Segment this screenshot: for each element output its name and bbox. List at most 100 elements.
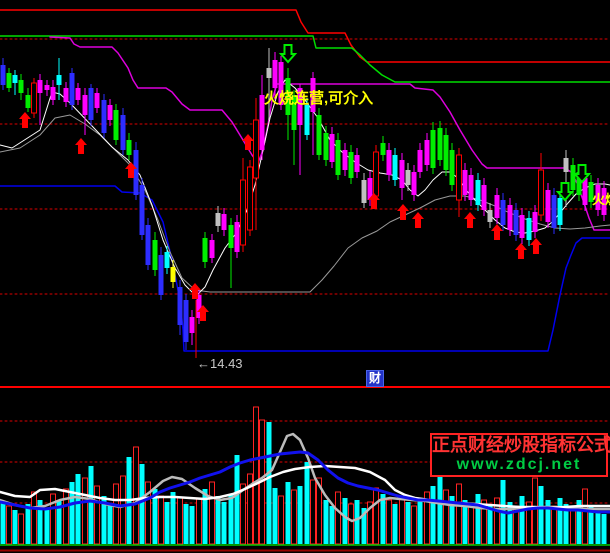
candlestick [50,87,56,100]
volume-bar [494,497,500,545]
volume-bar [25,504,31,544]
candlestick [18,80,24,93]
candlestick [430,130,436,168]
candlestick [266,68,272,78]
candlestick [75,88,81,100]
candlestick [323,133,329,160]
volume-bar [18,513,24,545]
candlestick [31,82,37,114]
volume-bar [361,508,367,544]
volume-bar [285,482,291,544]
volume-bar [563,504,569,544]
volume-bar [139,464,145,544]
candlestick [94,93,100,108]
candlestick [240,179,246,246]
buy-arrow-icon [19,112,31,128]
volume-bar [354,500,360,544]
candlestick [164,252,170,268]
buy-arrow-icon [464,212,476,228]
volume-bar [462,500,468,544]
volume-bar [304,462,310,544]
candlestick [354,155,360,172]
volume-bar [538,486,544,544]
volume-bar [0,502,6,544]
volume-bar [69,482,75,544]
volume-bar [234,455,240,544]
candlestick [56,75,62,85]
candlestick [342,150,348,170]
volume-bar [272,488,278,544]
candlestick [120,115,126,150]
candlestick [101,100,107,133]
volume-bar [405,502,411,544]
candlestick [221,214,227,230]
candlestick [386,150,392,175]
candlestick [456,154,462,201]
candlestick [507,205,513,230]
volume-bar [56,500,62,544]
volume-bar [196,498,202,545]
buy-arrow-icon [368,193,380,209]
candlestick [304,105,310,135]
volume-bar [240,483,246,545]
buy-arrow-icon [125,162,137,178]
magenta-band-line [49,36,610,231]
candlestick [411,172,417,195]
volume-bar [170,492,176,544]
volume-bar [570,507,576,545]
gray-ma-line [0,114,610,293]
candlestick [259,95,265,150]
sell-arrow-icon [278,44,298,64]
volume-bar [468,503,474,545]
candlestick [234,222,240,252]
candlestick [481,185,487,210]
volume-bar [215,496,221,544]
candlestick [437,128,443,160]
volume-bar [475,494,481,544]
candlestick [25,95,31,108]
volume-bar [417,500,423,544]
candlestick [247,166,253,231]
volume-white-ma [0,464,610,510]
candlestick [348,152,354,178]
candlestick [69,73,75,105]
volume-bar [551,505,557,545]
candlestick [557,198,563,225]
candlestick [189,317,195,333]
candlestick [316,115,322,155]
candlestick [417,150,423,172]
candlestick [563,158,569,172]
candlestick [601,188,607,215]
candlestick [494,195,500,218]
volume-bar [323,500,329,544]
volume-bar [6,505,12,545]
volume-bar [133,446,139,545]
volume-bar [557,498,563,544]
volume-bar [424,491,430,545]
volume-bar [253,406,259,545]
volume-bar [189,506,195,544]
volume-bar [526,501,532,545]
candlestick [139,185,145,235]
candlestick [278,62,284,105]
candlestick [570,165,576,190]
volume-bar [449,496,455,544]
volume-bar [120,475,126,545]
candlestick [170,267,176,282]
volume-bar [44,508,50,544]
volume-bar [183,504,189,544]
candlestick [196,295,202,318]
buy-arrow-icon [530,238,542,254]
candlestick [152,240,158,270]
candlestick [133,150,139,195]
volume-bar [507,502,513,544]
candlestick [392,155,398,180]
edge-signal-text: 火烧 [592,192,610,207]
candlestick [551,195,557,228]
volume-bar [588,506,594,544]
candlestick [44,85,50,90]
candlestick [285,78,291,115]
volume-bar [437,473,443,544]
